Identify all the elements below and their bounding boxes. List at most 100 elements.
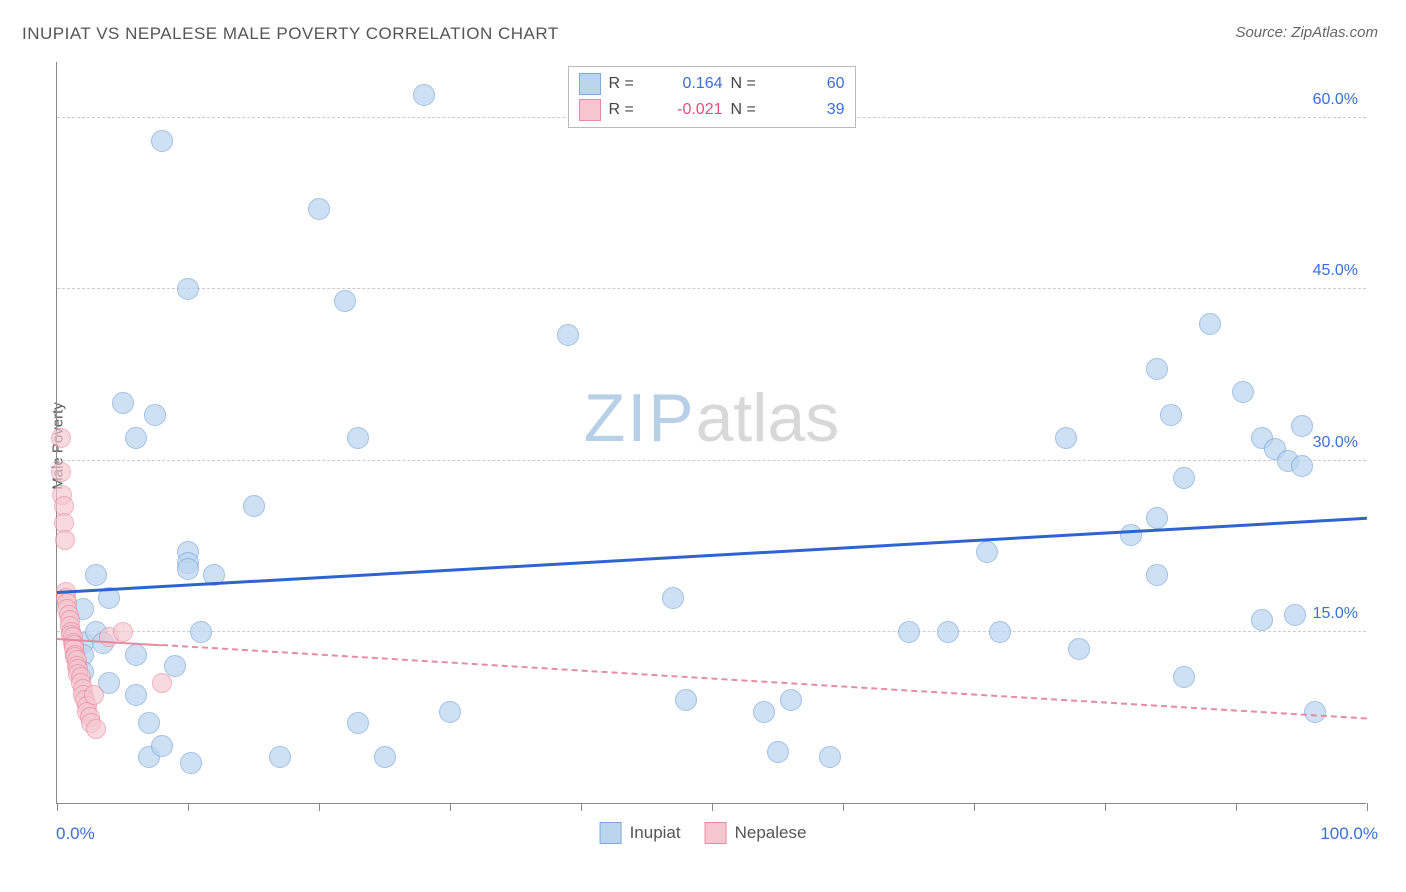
data-point [113, 622, 133, 642]
legend-stat-row: R = 0.164 N = 60 [579, 71, 845, 97]
legend-swatch [600, 822, 622, 844]
data-point [125, 684, 147, 706]
y-tick-label: 15.0% [1313, 605, 1358, 623]
x-tick [188, 803, 189, 811]
data-point [151, 735, 173, 757]
data-point [269, 746, 291, 768]
legend-label: Inupiat [630, 823, 681, 843]
plot-area: ZIPatlas R = 0.164 N = 60 R = -0.021 N = 39 15.… [56, 62, 1366, 804]
r-label: R = [609, 75, 645, 93]
x-tick [1367, 803, 1368, 811]
data-point [1146, 564, 1168, 586]
data-point [976, 541, 998, 563]
data-point [177, 558, 199, 580]
x-tick [1236, 803, 1237, 811]
x-tick [843, 803, 844, 811]
data-point [819, 746, 841, 768]
data-point [55, 530, 75, 550]
data-point [780, 689, 802, 711]
x-tick [450, 803, 451, 811]
x-axis-min-label: 0.0% [56, 824, 95, 844]
data-point [662, 587, 684, 609]
x-tick [712, 803, 713, 811]
legend-stat-row: R = -0.021 N = 39 [579, 97, 845, 123]
watermark-atlas: atlas [696, 380, 840, 456]
legend-item: Nepalese [705, 822, 807, 844]
data-point [1146, 507, 1168, 529]
data-point [334, 290, 356, 312]
legend-item: Inupiat [600, 822, 681, 844]
legend-swatch [579, 73, 601, 95]
n-label: N = [731, 75, 767, 93]
data-point [1251, 609, 1273, 631]
gridline [57, 288, 1366, 289]
data-point [112, 392, 134, 414]
data-point [152, 673, 172, 693]
data-point [144, 404, 166, 426]
data-point [1304, 701, 1326, 723]
x-tick [319, 803, 320, 811]
data-point [1199, 313, 1221, 335]
data-point [86, 719, 106, 739]
data-point [439, 701, 461, 723]
data-point [84, 685, 104, 705]
y-tick-label: 45.0% [1313, 262, 1358, 280]
watermark-zip: ZIP [584, 380, 696, 456]
x-axis-max-label: 100.0% [1320, 824, 1378, 844]
data-point [51, 462, 71, 482]
legend-correlation: R = 0.164 N = 60 R = -0.021 N = 39 [568, 66, 856, 128]
chart-container: INUPIAT VS NEPALESE MALE POVERTY CORRELA… [0, 0, 1406, 892]
data-point [151, 130, 173, 152]
r-value: 0.164 [653, 75, 723, 93]
legend-series: Inupiat Nepalese [600, 822, 807, 844]
data-point [1160, 404, 1182, 426]
x-tick [974, 803, 975, 811]
data-point [413, 84, 435, 106]
data-point [989, 621, 1011, 643]
data-point [308, 198, 330, 220]
chart-title: INUPIAT VS NEPALESE MALE POVERTY CORRELA… [22, 24, 559, 44]
legend-label: Nepalese [735, 823, 807, 843]
data-point [767, 741, 789, 763]
x-tick [57, 803, 58, 811]
data-point [1146, 358, 1168, 380]
n-value: 39 [775, 101, 845, 119]
data-point [1291, 455, 1313, 477]
data-point [125, 427, 147, 449]
x-tick [1105, 803, 1106, 811]
x-tick [581, 803, 582, 811]
data-point [1232, 381, 1254, 403]
data-point [1173, 467, 1195, 489]
n-label: N = [731, 101, 767, 119]
data-point [1173, 666, 1195, 688]
data-point [347, 427, 369, 449]
data-point [177, 278, 199, 300]
y-tick-label: 30.0% [1313, 434, 1358, 452]
data-point [190, 621, 212, 643]
y-tick-label: 60.0% [1313, 91, 1358, 109]
data-point [347, 712, 369, 734]
data-point [180, 752, 202, 774]
legend-swatch [579, 99, 601, 121]
data-point [85, 564, 107, 586]
r-label: R = [609, 101, 645, 119]
data-point [937, 621, 959, 643]
data-point [675, 689, 697, 711]
data-point [1291, 415, 1313, 437]
r-value: -0.021 [653, 101, 723, 119]
data-point [1068, 638, 1090, 660]
source-label: Source: ZipAtlas.com [1235, 24, 1378, 41]
n-value: 60 [775, 75, 845, 93]
data-point [1055, 427, 1077, 449]
watermark: ZIPatlas [584, 379, 839, 457]
data-point [374, 746, 396, 768]
data-point [138, 712, 160, 734]
data-point [125, 644, 147, 666]
legend-swatch [705, 822, 727, 844]
data-point [1120, 524, 1142, 546]
data-point [51, 428, 71, 448]
gridline [57, 460, 1366, 461]
trend-line [57, 517, 1367, 594]
data-point [243, 495, 265, 517]
gridline [57, 631, 1366, 632]
